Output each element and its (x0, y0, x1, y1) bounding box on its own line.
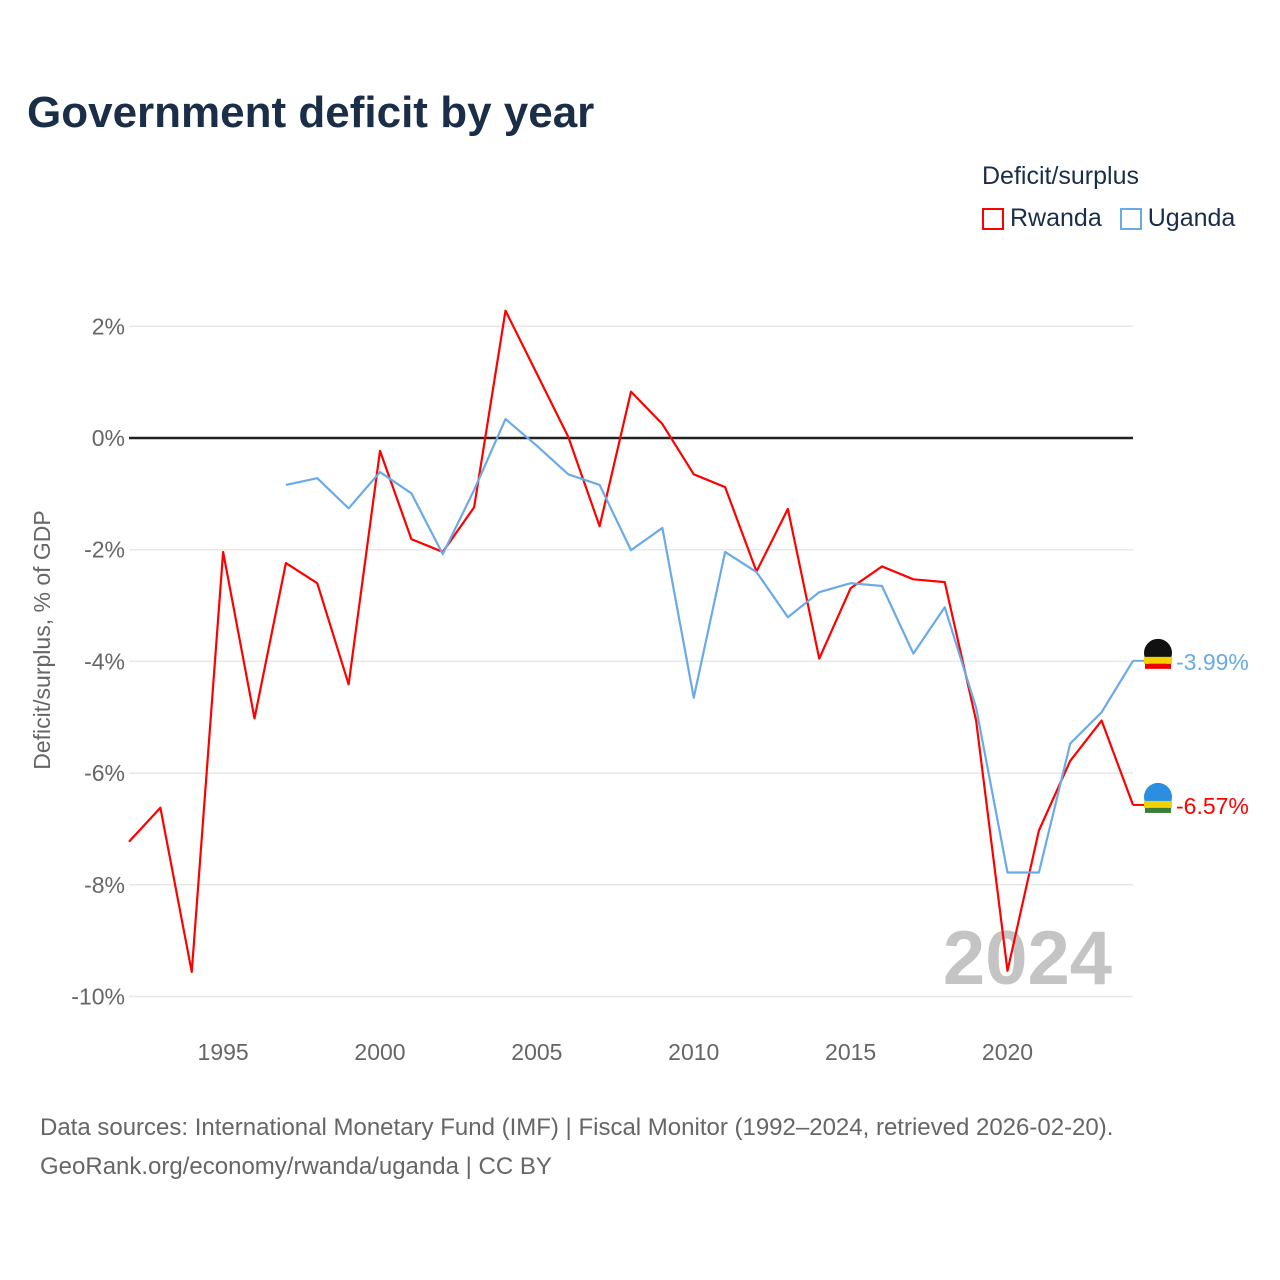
data-point-rwanda (503, 308, 509, 314)
watermark-year: 2024 (943, 916, 1112, 1001)
data-point-uganda (910, 651, 916, 657)
data-point-rwanda (189, 969, 195, 975)
x-tick-label: 2010 (668, 1039, 719, 1065)
data-point-uganda (722, 549, 728, 555)
legend: Rwanda Uganda (982, 204, 1235, 233)
data-point-uganda (283, 482, 289, 488)
x-tick-label: 2005 (511, 1039, 562, 1065)
legend-item-uganda[interactable]: Uganda (1119, 204, 1236, 233)
data-point-rwanda (314, 580, 320, 586)
data-point-uganda (408, 490, 414, 496)
data-point-rwanda (534, 371, 540, 377)
data-point-rwanda (1067, 758, 1073, 764)
source-note: Data sources: International Monetary Fun… (40, 1108, 1113, 1186)
x-tick-label: 2020 (982, 1039, 1033, 1065)
source-line: Data sources: International Monetary Fun… (40, 1114, 1114, 1141)
data-point-uganda (597, 482, 603, 488)
data-point-rwanda (252, 715, 258, 721)
data-point-rwanda (1036, 828, 1042, 834)
legend-title: Deficit/surplus (982, 162, 1139, 190)
data-point-rwanda (471, 504, 477, 510)
data-point-rwanda (408, 536, 414, 542)
legend-label-uganda: Uganda (1147, 204, 1236, 232)
source-link[interactable]: GeoRank.org/economy/rwanda/uganda | CC B… (40, 1153, 552, 1180)
data-point-uganda (346, 505, 352, 511)
data-point-uganda (314, 475, 320, 481)
data-point-rwanda (283, 560, 289, 566)
y-tick-label: -2% (84, 537, 125, 563)
data-point-rwanda (816, 656, 822, 662)
legend-swatch-uganda (1119, 207, 1142, 230)
legend-swatch-rwanda (982, 207, 1004, 230)
data-point-uganda (754, 569, 760, 575)
flag-stripe (1144, 656, 1172, 664)
data-point-uganda (1099, 709, 1105, 715)
data-point-uganda (503, 416, 509, 422)
end-label-rwanda: -6.57% (1176, 793, 1249, 819)
data-point-uganda (879, 583, 885, 589)
x-tick-label: 1995 (198, 1039, 249, 1065)
data-point-uganda (691, 695, 697, 701)
data-point-rwanda (157, 805, 163, 811)
series-line-uganda (285, 417, 1134, 874)
data-point-uganda (942, 604, 948, 610)
data-point-rwanda (346, 681, 352, 687)
y-tick-label: 0% (92, 425, 125, 451)
data-point-uganda (565, 471, 571, 477)
data-point-uganda (1036, 870, 1042, 876)
data-point-rwanda (691, 471, 697, 477)
data-point-rwanda (1005, 968, 1011, 974)
data-point-rwanda (910, 576, 916, 582)
data-point-uganda (973, 705, 979, 711)
y-tick-label: -4% (84, 648, 125, 674)
y-tick-label: -10% (71, 984, 125, 1010)
data-point-rwanda (377, 448, 383, 454)
y-tick-label: 2% (92, 313, 125, 339)
data-point-uganda (848, 580, 854, 586)
data-point-rwanda (1099, 718, 1105, 724)
data-point-rwanda (597, 523, 603, 529)
data-point-rwanda (220, 549, 226, 555)
data-point-uganda (816, 589, 822, 595)
data-point-rwanda (942, 579, 948, 585)
data-point-uganda (628, 547, 634, 553)
data-point-rwanda (628, 389, 634, 395)
data-point-uganda (785, 614, 791, 620)
data-point-uganda (659, 525, 665, 531)
data-point-rwanda (879, 563, 885, 569)
flag-stripe (1144, 800, 1172, 808)
y-tick-label: -8% (84, 872, 125, 898)
series-line-rwanda (128, 309, 1135, 974)
data-point-uganda (377, 469, 383, 475)
data-point-rwanda (722, 484, 728, 490)
legend-item-rwanda[interactable]: Rwanda (982, 204, 1102, 233)
x-tick-label: 2015 (825, 1039, 876, 1065)
y-tick-label: -6% (84, 760, 125, 786)
flag-stripe (1145, 663, 1171, 669)
data-point-rwanda (126, 839, 132, 845)
flag-stripe (1145, 807, 1171, 813)
data-point-uganda (1067, 740, 1073, 746)
data-point-rwanda (659, 421, 665, 427)
chart-title: Government deficit by year (27, 88, 595, 137)
end-label-uganda: -3.99% (1176, 649, 1249, 675)
data-point-rwanda (565, 434, 571, 440)
data-point-uganda (1005, 870, 1011, 876)
legend-label-rwanda: Rwanda (1010, 204, 1102, 232)
data-point-uganda (534, 443, 540, 449)
data-point-rwanda (785, 506, 791, 512)
data-point-uganda (471, 487, 477, 493)
x-tick-label: 2000 (354, 1039, 405, 1065)
y-axis-label: Deficit/surplus, % of GDP (29, 510, 55, 769)
data-point-uganda (440, 551, 446, 557)
